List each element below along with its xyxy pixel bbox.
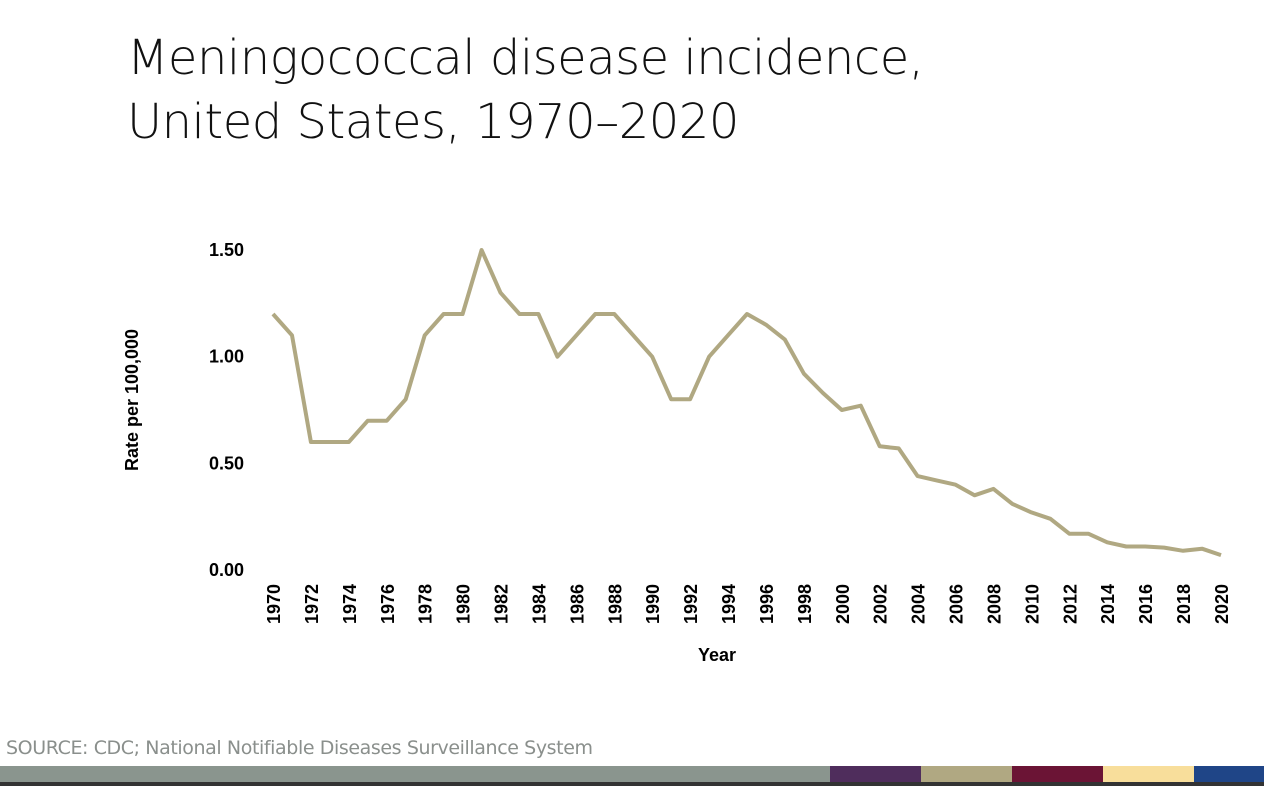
title-line-2: United States, 1970–2020 xyxy=(127,94,739,150)
x-tick-label: 2010 xyxy=(1022,584,1042,624)
x-tick-label: 1988 xyxy=(605,584,625,624)
y-axis-ticks: 0.00 0.50 1.00 1.50 xyxy=(209,240,244,580)
series-line xyxy=(271,248,1222,557)
footer-color-strip xyxy=(0,766,1264,782)
y-tick-label: 1.00 xyxy=(209,347,244,367)
footer-segment-tan xyxy=(921,766,1012,782)
x-tick-label: 2002 xyxy=(871,584,891,624)
x-tick-label: 2014 xyxy=(1098,584,1118,624)
x-tick-label: 1970 xyxy=(264,584,284,624)
y-tick-label: 1.50 xyxy=(209,240,244,260)
y-tick-label: 0.50 xyxy=(209,453,244,473)
x-axis-label: Year xyxy=(698,645,736,665)
y-axis-label: Rate per 100,000 xyxy=(122,329,142,471)
x-tick-label: 2006 xyxy=(947,584,967,624)
x-tick-label: 1978 xyxy=(416,584,436,624)
x-tick-label: 2018 xyxy=(1174,584,1194,624)
x-tick-label: 1984 xyxy=(529,584,549,624)
footer-edge xyxy=(0,782,1264,786)
y-tick-label: 0.00 xyxy=(209,560,244,580)
x-tick-label: 2004 xyxy=(909,584,929,624)
series-group xyxy=(271,248,1222,557)
x-tick-label: 1996 xyxy=(757,584,777,624)
x-tick-label: 1990 xyxy=(643,584,663,624)
footer-segment-maroon xyxy=(1012,766,1103,782)
x-tick-label: 1974 xyxy=(340,584,360,624)
footer-segment-gray xyxy=(0,766,830,782)
x-tick-label: 2020 xyxy=(1212,584,1232,624)
x-tick-label: 1976 xyxy=(378,584,398,624)
x-tick-label: 1982 xyxy=(492,584,512,624)
footer-segment-yellow xyxy=(1103,766,1194,782)
x-tick-label: 2012 xyxy=(1060,584,1080,624)
x-tick-label: 1980 xyxy=(454,584,474,624)
x-tick-label: 1998 xyxy=(795,584,815,624)
x-tick-label: 2016 xyxy=(1136,584,1156,624)
title-line-1: Meningococcal disease incidence, xyxy=(127,30,924,86)
source-note: SOURCE: CDC; National Notifiable Disease… xyxy=(6,737,593,759)
slide-title: Meningococcal disease incidence, United … xyxy=(127,26,1127,154)
x-tick-label: 2000 xyxy=(833,584,853,624)
x-axis-ticks: 1970 1972 1974 1976 1978 1980 1982 1984 1986 1988… xyxy=(264,584,1232,624)
line-chart: 0.00 0.50 1.00 1.50 1970 1972 1974 1976 1978 198… xyxy=(122,240,1232,665)
x-tick-label: 1992 xyxy=(681,584,701,624)
footer-segment-blue xyxy=(1194,766,1264,782)
x-tick-label: 1986 xyxy=(567,584,587,624)
x-tick-label: 1972 xyxy=(302,584,322,624)
footer-segment-purple xyxy=(830,766,921,782)
x-tick-label: 1994 xyxy=(719,584,739,624)
x-tick-label: 2008 xyxy=(984,584,1004,624)
